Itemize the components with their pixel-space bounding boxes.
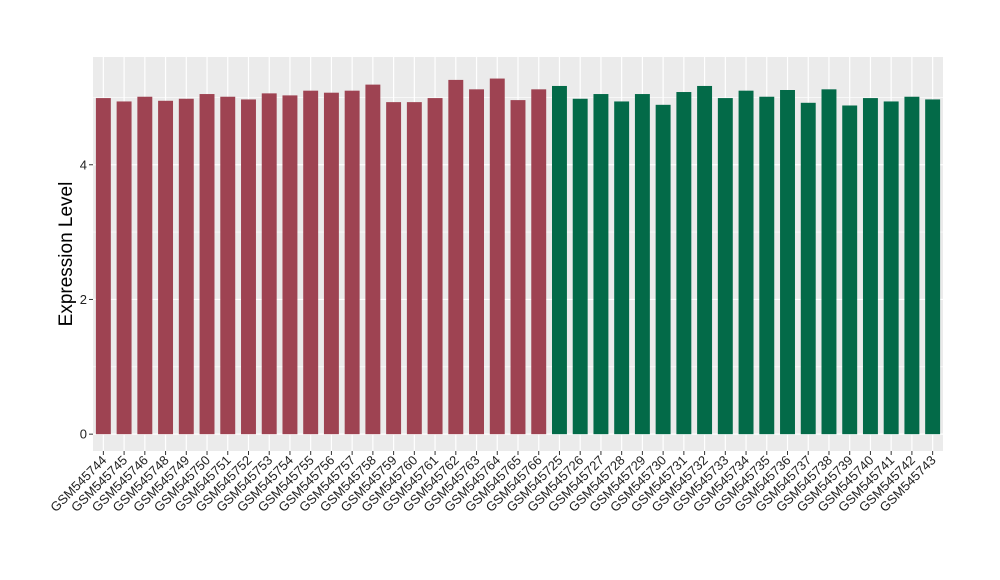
bar-GSM545762 [448, 79, 464, 435]
bar-GSM545752 [241, 99, 256, 435]
bar-GSM545745 [116, 101, 132, 435]
bar-GSM545729 [634, 94, 650, 435]
y-tick-label: 2 [80, 292, 87, 307]
bar-GSM545727 [593, 94, 609, 435]
bar-GSM545749 [178, 98, 194, 435]
y-tick-label: 0 [80, 427, 87, 442]
bar-GSM545751 [220, 96, 236, 435]
bar-GSM545725 [552, 85, 567, 435]
bar-GSM545741 [883, 101, 899, 435]
bar-GSM545763 [469, 89, 484, 435]
bar-GSM545742 [904, 96, 920, 435]
bar-GSM545736 [780, 90, 795, 435]
bar-GSM545757 [344, 90, 360, 435]
bar-GSM545746 [137, 96, 153, 435]
bar-GSM545761 [427, 98, 443, 435]
bar-GSM545731 [676, 92, 692, 435]
bar-GSM545743 [925, 99, 941, 435]
bar-GSM545760 [406, 102, 422, 435]
bar-GSM545738 [821, 89, 837, 435]
y-axis-title: Expression Level [56, 182, 77, 327]
bar-GSM545753 [261, 93, 277, 435]
bar-GSM545748 [158, 100, 174, 435]
bar-GSM545755 [303, 90, 319, 435]
bar-GSM545750 [199, 94, 215, 435]
bar-GSM545740 [862, 98, 878, 435]
bar-GSM545732 [697, 85, 713, 435]
bar-GSM545735 [759, 96, 775, 435]
bar-GSM545754 [282, 95, 298, 435]
bar-GSM545728 [614, 101, 630, 435]
bar-GSM545765 [510, 100, 526, 435]
bar-GSM545744 [95, 98, 111, 435]
bar-GSM545764 [489, 78, 505, 435]
bar-GSM545766 [531, 89, 547, 435]
bar-GSM545726 [572, 98, 588, 435]
bar-GSM545734 [738, 90, 754, 435]
y-tick-label: 4 [80, 157, 87, 172]
bar-GSM545759 [386, 102, 402, 435]
bar-GSM545733 [717, 98, 733, 435]
y-axis: 0 2 4 [80, 157, 93, 442]
bars [95, 78, 941, 435]
bar-GSM545739 [842, 105, 858, 435]
bar-GSM545730 [655, 104, 671, 435]
bar-GSM545758 [365, 84, 381, 435]
bar-GSM545737 [800, 102, 816, 435]
bar-GSM545756 [323, 92, 339, 435]
x-axis: GSM545744GSM545745GSM545746GSM545748GSM5… [47, 451, 939, 515]
